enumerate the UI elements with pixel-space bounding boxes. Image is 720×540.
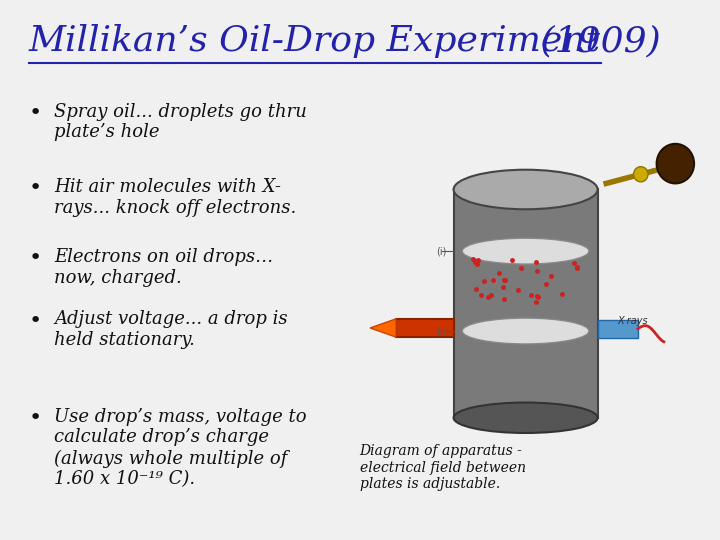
Text: (1909): (1909) xyxy=(529,24,661,58)
Text: •: • xyxy=(29,310,42,330)
Text: (i): (i) xyxy=(436,246,446,256)
Polygon shape xyxy=(598,320,638,338)
Polygon shape xyxy=(454,190,598,418)
Text: Adjust voltage... a drop is
held stationary.: Adjust voltage... a drop is held station… xyxy=(54,310,287,349)
Polygon shape xyxy=(370,319,396,337)
Text: Hit air molecules with X-
rays... knock off electrons.: Hit air molecules with X- rays... knock … xyxy=(54,178,296,217)
Text: X rays: X rays xyxy=(618,316,649,326)
Ellipse shape xyxy=(454,402,598,433)
Text: •: • xyxy=(29,408,42,428)
Text: Spray oil... droplets go thru
plate’s hole: Spray oil... droplets go thru plate’s ho… xyxy=(54,103,307,141)
Polygon shape xyxy=(396,319,454,337)
Text: Millikan’s Oil-Drop Experiment: Millikan’s Oil-Drop Experiment xyxy=(29,24,600,58)
Text: Use drop’s mass, voltage to
calculate drop’s charge
(always whole multiple of
1.: Use drop’s mass, voltage to calculate dr… xyxy=(54,408,307,488)
Text: •: • xyxy=(29,178,42,198)
Ellipse shape xyxy=(634,167,648,182)
Text: •: • xyxy=(29,103,42,123)
Ellipse shape xyxy=(462,238,589,264)
Ellipse shape xyxy=(462,318,589,344)
Ellipse shape xyxy=(657,144,694,184)
Text: Electrons on oil drops…
now, charged.: Electrons on oil drops… now, charged. xyxy=(54,248,273,287)
Text: Diagram of apparatus -
electrical field between
plates is adjustable.: Diagram of apparatus - electrical field … xyxy=(360,444,526,491)
Text: (ii): (ii) xyxy=(436,326,449,336)
Ellipse shape xyxy=(454,170,598,210)
Text: •: • xyxy=(29,248,42,268)
